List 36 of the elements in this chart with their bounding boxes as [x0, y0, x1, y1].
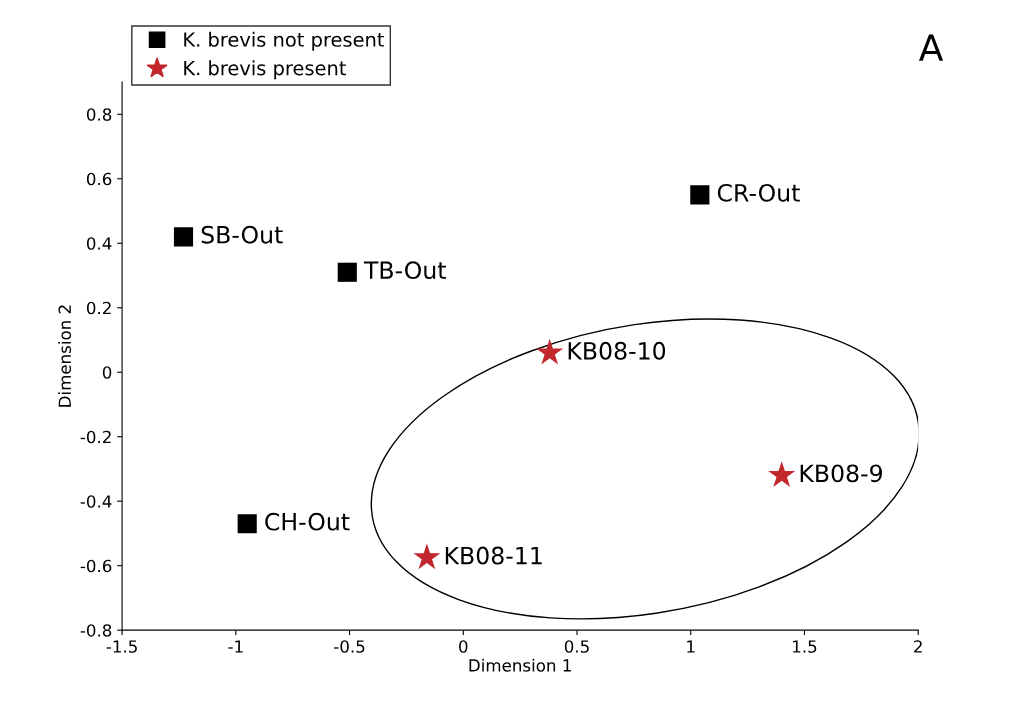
point	[173, 227, 194, 247]
y-tick-label: -0.8	[80, 624, 112, 637]
annotation: TB-Out	[363, 261, 446, 280]
x-tick-label: 2	[914, 640, 922, 653]
y-tick-label: 0.8	[86, 108, 112, 121]
x-tick-label: -1.5	[106, 640, 137, 653]
x-tick-label: 1.5	[793, 640, 817, 653]
x-tick-label: 1	[687, 640, 695, 653]
y-tick-label: -0.6	[80, 559, 112, 573]
x-tick-label: -0.5	[334, 640, 365, 653]
y-tick-label: 0.4	[86, 237, 112, 250]
x-tick-label: 0.5	[564, 640, 589, 653]
annotation: CH-Out	[265, 512, 350, 531]
annotation: KB08-11	[445, 546, 542, 565]
legend-label: K. brevis not present	[184, 31, 385, 51]
legend-label: K. brevis present	[184, 60, 346, 80]
text: A	[918, 34, 944, 61]
y-tick-label: 0	[102, 366, 112, 379]
annotation: SB-Out	[201, 225, 283, 244]
annotation: KB08-9	[800, 464, 882, 483]
annotation: KB08-10	[568, 341, 666, 360]
x-axis-title: Dimension 1	[469, 658, 571, 672]
point	[413, 543, 441, 570]
x-tick-label: -1	[228, 640, 243, 653]
point	[768, 461, 796, 487]
point	[536, 338, 564, 365]
y-tick-label: -0.4	[80, 495, 112, 508]
point	[337, 262, 357, 282]
y-axis-title: Dimension 2	[58, 305, 72, 407]
y-tick-label: 0.6	[86, 172, 112, 186]
y-tick-label: -0.2	[80, 430, 111, 444]
x-tick-label: 0	[459, 640, 468, 653]
annotation: CR-Out	[717, 183, 800, 202]
y-tick-label: 0.2	[86, 301, 111, 315]
point	[690, 185, 710, 205]
point	[237, 514, 257, 534]
